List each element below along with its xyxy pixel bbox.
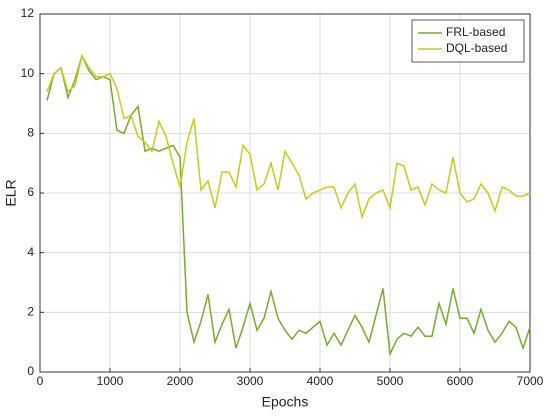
y-axis-title: ELR bbox=[3, 179, 19, 206]
y-tick-label: 8 bbox=[27, 126, 34, 140]
legend-box bbox=[411, 19, 525, 63]
x-tick-label: 6000 bbox=[447, 374, 474, 388]
x-tick-label: 2000 bbox=[167, 374, 194, 388]
legend-label: FRL-based bbox=[446, 25, 505, 39]
x-axis-title: Epochs bbox=[262, 394, 309, 410]
x-tick-label: 4000 bbox=[307, 374, 334, 388]
y-tick-label: 6 bbox=[27, 185, 34, 199]
y-tick-label: 4 bbox=[27, 245, 34, 259]
y-tick-label: 12 bbox=[21, 6, 35, 20]
x-tick-label: 5000 bbox=[377, 374, 404, 388]
x-tick-label: 7000 bbox=[517, 374, 544, 388]
x-tick-label: 0 bbox=[37, 374, 44, 388]
x-tick-label: 1000 bbox=[97, 374, 124, 388]
series-line bbox=[46, 53, 531, 220]
y-tick-label: 10 bbox=[21, 66, 35, 80]
y-tick-label: 0 bbox=[27, 364, 34, 378]
series-line bbox=[46, 53, 531, 357]
x-tick-label: 3000 bbox=[237, 374, 264, 388]
y-tick-label: 2 bbox=[27, 305, 34, 319]
legend-label: DQL-based bbox=[446, 41, 507, 55]
